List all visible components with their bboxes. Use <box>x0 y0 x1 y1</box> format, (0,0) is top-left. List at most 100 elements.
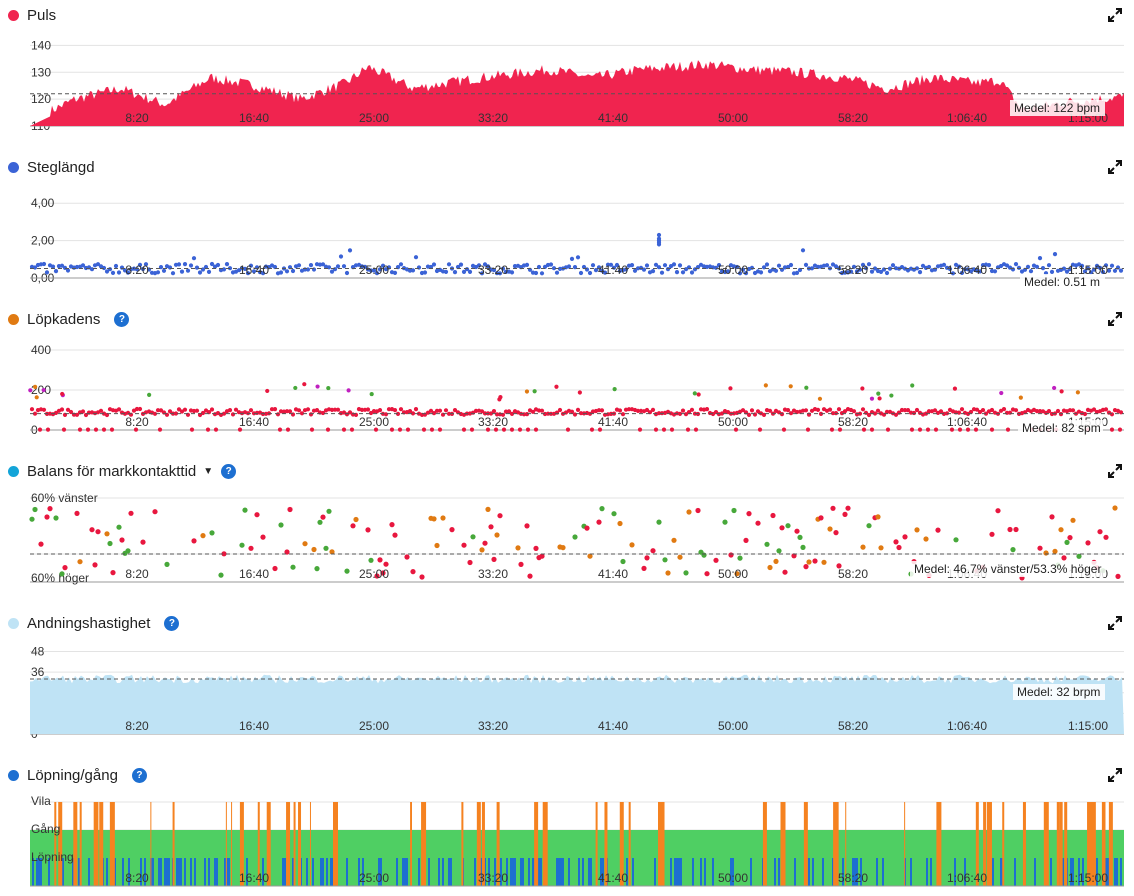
stride-point <box>725 269 731 274</box>
cadence-point <box>876 391 881 396</box>
x-tick-label: 8:20 <box>125 111 149 125</box>
expand-icon[interactable] <box>1108 8 1122 22</box>
stride-point <box>374 271 380 276</box>
run-segment <box>1070 858 1072 886</box>
x-tick-label: 50:00 <box>718 111 748 125</box>
stride-point <box>341 264 347 269</box>
cadence-point <box>517 427 523 432</box>
stride-point <box>320 262 326 267</box>
run-segment <box>852 858 854 886</box>
cadence-point <box>285 427 291 432</box>
cadence-point <box>569 409 575 414</box>
balance-point <box>830 505 836 511</box>
run-segment <box>750 858 752 886</box>
run-segment <box>560 858 562 886</box>
stride-point <box>539 271 545 276</box>
expand-icon[interactable] <box>1108 768 1122 782</box>
balance-point <box>314 566 320 572</box>
run-segment <box>1114 858 1116 886</box>
chevron-down-icon[interactable]: ▼ <box>203 465 214 477</box>
cadence-point <box>147 392 152 397</box>
rest-segment <box>762 802 767 886</box>
run-segment <box>556 858 558 886</box>
cadence-point <box>349 427 355 432</box>
cadence-point <box>704 407 710 412</box>
x-tick-label: 41:40 <box>598 871 628 885</box>
stride-point <box>566 264 572 269</box>
stride-point <box>593 268 599 273</box>
cadence-point <box>461 427 467 432</box>
balance-point <box>449 527 455 533</box>
cadence-point <box>491 409 497 414</box>
balance-point <box>77 559 83 565</box>
stride-point <box>221 267 227 272</box>
stride-point <box>1064 269 1070 274</box>
stride-point <box>191 256 197 261</box>
balance-point <box>800 544 806 550</box>
y-tick-label: 400 <box>31 343 51 357</box>
balance-point <box>284 549 290 555</box>
cadence-point <box>1013 408 1019 413</box>
balance-point <box>119 537 125 543</box>
help-icon[interactable]: ? <box>164 615 180 631</box>
cadence-point <box>949 427 955 432</box>
stride-point <box>278 270 284 275</box>
run-segment <box>332 858 334 886</box>
cadence-point <box>446 411 452 416</box>
run-segment <box>500 858 502 886</box>
help-icon[interactable]: ? <box>131 767 147 783</box>
stride-point <box>743 271 749 276</box>
stride-point <box>803 262 809 267</box>
stride-point <box>170 271 176 276</box>
cadence-point <box>155 408 161 413</box>
stride-point <box>656 242 662 247</box>
run-segment <box>528 858 530 886</box>
expand-icon[interactable] <box>1108 312 1122 326</box>
cadence-point <box>872 411 878 416</box>
rest-segment <box>845 802 847 886</box>
cadence-point <box>296 408 302 413</box>
stride-point <box>197 270 203 275</box>
balance-point <box>497 513 503 519</box>
cadence-point <box>167 409 173 414</box>
run-segment <box>36 858 38 886</box>
run-segment <box>78 858 80 886</box>
cadence-point <box>369 391 374 397</box>
expand-icon[interactable] <box>1108 464 1122 478</box>
help-icon[interactable]: ? <box>221 463 237 479</box>
stride-point <box>452 270 458 275</box>
expand-icon[interactable] <box>1108 616 1122 630</box>
run-segment <box>1062 858 1064 886</box>
x-tick-label: 1:06:40 <box>947 719 987 733</box>
stride-point <box>653 262 659 267</box>
expand-icon[interactable] <box>1108 160 1122 174</box>
cadence-point <box>359 407 365 412</box>
cadence-point <box>98 408 104 413</box>
run-segment <box>822 858 824 886</box>
average-label-bg <box>910 561 1106 577</box>
stride-point <box>914 266 920 271</box>
cadence-point <box>902 408 908 413</box>
help-icon[interactable]: ? <box>114 311 130 327</box>
stride-point <box>41 261 47 267</box>
balance-point <box>1076 553 1082 559</box>
balance-point <box>878 545 884 551</box>
balance-point <box>656 519 662 525</box>
balance-point <box>842 511 848 517</box>
x-tick-label: 1:15:00 <box>1068 871 1108 885</box>
x-tick-label: 16:40 <box>239 263 269 277</box>
x-tick-label: 1:06:40 <box>947 415 987 429</box>
balance-point <box>491 556 497 562</box>
stride-point <box>644 263 650 268</box>
balance-point <box>1115 573 1121 579</box>
run-segment <box>320 858 322 886</box>
run-segment <box>578 858 580 886</box>
balance-point <box>419 574 425 580</box>
stride-point <box>155 270 161 275</box>
balance-point <box>755 520 761 526</box>
rest-segment <box>658 802 664 886</box>
balance-point <box>1061 555 1067 561</box>
run-segment <box>378 858 380 886</box>
chart-title: Löpning/gång? <box>8 764 147 786</box>
balance-point <box>317 519 323 525</box>
